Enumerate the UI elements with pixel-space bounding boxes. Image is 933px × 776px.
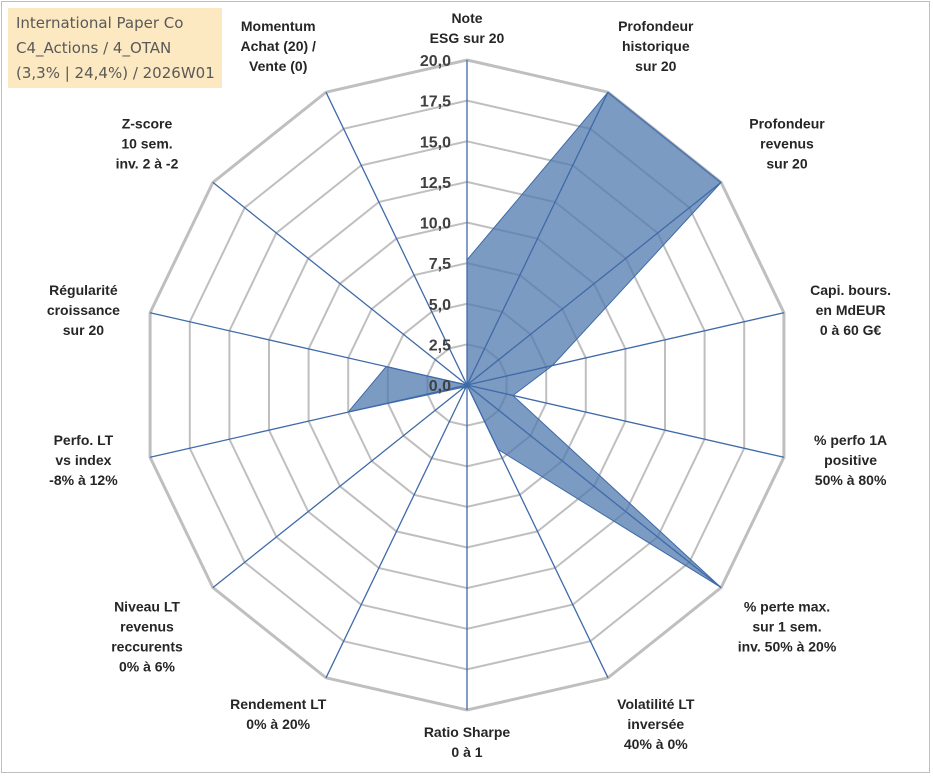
axis-label-line: Niveau LT: [114, 598, 180, 614]
axis-label-line: sur 1 sem.: [752, 618, 821, 634]
axis-spoke: [325, 384, 468, 679]
axis-label-line: Régularité: [49, 282, 118, 298]
axis-label-line: Profondeur: [618, 18, 694, 34]
axis-label-line: en MdEUR: [816, 302, 886, 318]
axis-label-line: Achat (20) /: [240, 38, 316, 54]
axis-label-line: 0 à 1: [451, 744, 482, 760]
axis-spoke: [466, 91, 609, 386]
radial-tick-label: 0,0: [429, 378, 451, 395]
axis-label: Ratio Sharpe 0 à 1: [424, 724, 511, 760]
axis-label: % perte max. sur 1 sem. inv. 50% à 20%: [738, 598, 837, 654]
axis-label-line: 10 sem.: [121, 136, 172, 152]
axis-label-line: Note: [451, 10, 482, 26]
axis-label: Profondeur revenus sur 20: [749, 116, 825, 172]
axis-label-line: Momentum: [241, 18, 316, 34]
axis-spoke: [466, 181, 722, 386]
radial-tick-label: 17,5: [420, 94, 451, 111]
axis-label-line: Rendement LT: [230, 696, 327, 712]
axis-label-line: inv. 2 à -2: [116, 156, 179, 172]
axis-spoke: [212, 384, 468, 589]
title-line-2: C4_Actions / 4_OTAN: [16, 39, 172, 57]
axis-spoke: [325, 91, 468, 386]
radial-tick-label: 5,0: [429, 297, 451, 314]
radial-tick-label: 15,0: [420, 134, 451, 151]
axis-label-line: Perfo. LT: [54, 432, 114, 448]
axis-spoke: [149, 312, 468, 386]
radial-tick-label: 10,0: [420, 216, 451, 233]
radial-tick-label: 12,5: [420, 175, 451, 192]
axis-label-line: sur 20: [635, 58, 676, 74]
axis-label: Momentum Achat (20) / Vente (0): [240, 18, 316, 74]
axis-label-line: inv. 50% à 20%: [738, 638, 837, 654]
axis-label-line: % perte max.: [744, 598, 830, 614]
axis-label: Perfo. LT vs index -8% à 12%: [49, 432, 118, 488]
axis-label: Capi. bours. en MdEUR 0 à 60 G€: [810, 282, 891, 338]
axis-label-line: vs index: [55, 452, 111, 468]
axis-label-line: 50% à 80%: [815, 472, 887, 488]
axis-label-line: sur 20: [63, 322, 104, 338]
radial-tick-label: 20,0: [420, 53, 451, 70]
axis-spoke: [212, 181, 468, 386]
axis-label-line: Volatilité LT: [617, 696, 695, 712]
axis-spoke: [466, 384, 609, 679]
axis-label-line: 0 à 60 G€: [820, 322, 882, 338]
axis-spoke: [466, 312, 785, 386]
radial-tick-label: 7,5: [429, 256, 451, 273]
title-line-3: (3,3% | 24,4%) / 2026W01: [16, 64, 215, 82]
axis-label: Note ESG sur 20: [430, 10, 505, 46]
axis-label-line: reccurents: [111, 638, 183, 654]
axis-label-line: Ratio Sharpe: [424, 724, 511, 740]
axis-label-line: 0% à 6%: [119, 658, 176, 674]
axis-label: Niveau LT revenus reccurents 0% à 6%: [111, 598, 183, 674]
axis-label: Régularité croissance sur 20: [47, 282, 120, 338]
axis-label-line: Capi. bours.: [810, 282, 891, 298]
axis-label: Z-score 10 sem. inv. 2 à -2: [116, 116, 179, 172]
axis-label-line: -8% à 12%: [49, 472, 118, 488]
axis-label: Rendement LT 0% à 20%: [230, 696, 327, 732]
axis-spoke: [466, 384, 722, 589]
radial-tick-label: 2,5: [429, 337, 451, 354]
axis-label: Profondeur historique sur 20: [618, 18, 694, 74]
axis-label-line: croissance: [47, 302, 120, 318]
axis-label-line: inversée: [627, 716, 684, 732]
chart-title-box: International Paper Co C4_Actions / 4_OT…: [8, 8, 222, 88]
axis-label-line: ESG sur 20: [430, 30, 505, 46]
axis-label-line: revenus: [760, 136, 814, 152]
title-line-1: International Paper Co: [16, 14, 184, 32]
axis-label-line: 0% à 20%: [246, 716, 310, 732]
axis-label-line: positive: [824, 452, 877, 468]
axis-label-line: 40% à 0%: [624, 736, 688, 752]
axis-spoke: [149, 384, 468, 458]
axis-label: Volatilité LT inversée 40% à 0%: [617, 696, 695, 752]
axis-label-line: revenus: [120, 618, 174, 634]
axis-label-line: sur 20: [766, 156, 807, 172]
axis-label-line: historique: [622, 38, 690, 54]
axis-spoke: [466, 384, 785, 458]
axis-label-line: Z-score: [122, 116, 173, 132]
axis-label-line: Vente (0): [249, 58, 307, 74]
axis-label-line: Profondeur: [749, 116, 825, 132]
axis-label: % perfo 1A positive 50% à 80%: [814, 432, 887, 488]
axis-label-line: % perfo 1A: [814, 432, 887, 448]
